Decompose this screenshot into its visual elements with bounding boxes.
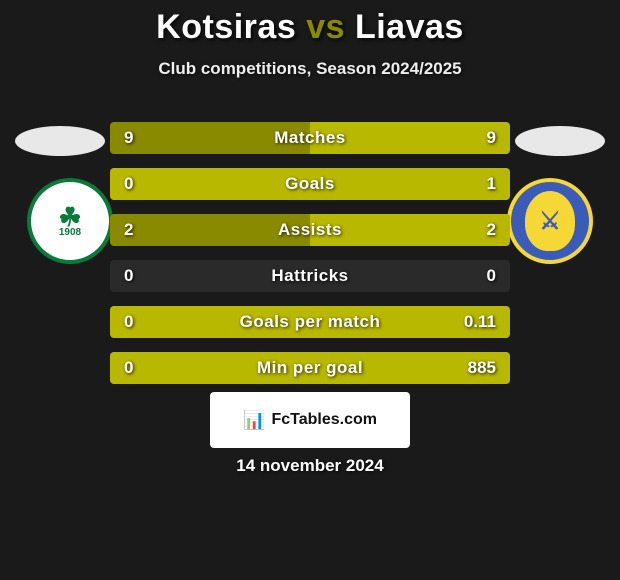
stat-value-left: 0 xyxy=(124,174,133,194)
player1-club-crest: ☘ 1908 xyxy=(27,178,113,264)
stat-value-right: 0 xyxy=(487,266,496,286)
stat-row: 0 Goals 1 xyxy=(110,168,510,200)
crest-left-year: 1908 xyxy=(58,228,81,238)
stats-container: 9 Matches 9 0 Goals 1 2 Assists 2 0 Hattricks 0 0 Goa… xyxy=(110,122,510,398)
stat-row: 9 Matches 9 xyxy=(110,122,510,154)
brand-text: FcTables.com xyxy=(271,411,377,429)
stat-row: 2 Assists 2 xyxy=(110,214,510,246)
subtitle: Club competitions, Season 2024/2025 xyxy=(0,59,620,79)
stat-label: Matches xyxy=(274,128,346,148)
stat-row: 0 Min per goal 885 xyxy=(110,352,510,384)
stat-value-left: 0 xyxy=(124,266,133,286)
brand-badge: 📊 FcTables.com xyxy=(210,392,410,448)
stat-value-left: 9 xyxy=(124,128,133,148)
stat-label: Goals xyxy=(285,174,335,194)
stat-value-right: 0.11 xyxy=(464,312,496,332)
player2-club-crest: ⚔ xyxy=(507,178,593,264)
stat-value-right: 1 xyxy=(487,174,496,194)
vs-text: vs xyxy=(306,8,345,46)
player2-silhouette xyxy=(515,126,605,156)
stat-value-right: 885 xyxy=(468,358,496,378)
stat-row: 0 Hattricks 0 xyxy=(110,260,510,292)
stat-value-left: 2 xyxy=(124,220,133,240)
crest-right-symbol: ⚔ xyxy=(539,207,561,236)
player1-name: Kotsiras xyxy=(156,8,296,46)
brand-icon: 📊 xyxy=(243,411,265,429)
stat-label: Hattricks xyxy=(271,266,348,286)
date-label: 14 november 2024 xyxy=(0,456,620,476)
player2-name: Liavas xyxy=(355,8,464,46)
stat-row: 0 Goals per match 0.11 xyxy=(110,306,510,338)
stat-value-right: 9 xyxy=(487,128,496,148)
stat-label: Goals per match xyxy=(240,312,381,332)
stat-label: Min per goal xyxy=(257,358,363,378)
stat-value-left: 0 xyxy=(124,312,133,332)
page-title: Kotsiras vs Liavas xyxy=(0,0,620,47)
stat-value-right: 2 xyxy=(487,220,496,240)
stat-label: Assists xyxy=(278,220,342,240)
player1-silhouette xyxy=(15,126,105,156)
stat-value-left: 0 xyxy=(124,358,133,378)
